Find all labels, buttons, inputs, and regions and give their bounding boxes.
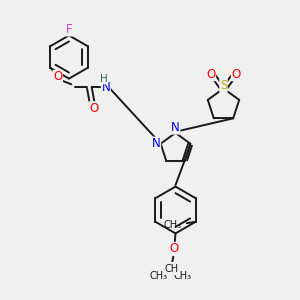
Text: CH₃: CH₃ [174, 271, 192, 281]
Text: N: N [152, 137, 161, 150]
Text: O: O [169, 242, 178, 256]
Text: S: S [220, 79, 227, 92]
Text: CH: CH [164, 263, 179, 274]
Text: CH₃: CH₃ [163, 220, 182, 230]
Text: N: N [101, 81, 110, 94]
Text: CH₃: CH₃ [149, 271, 167, 281]
Text: O: O [232, 68, 241, 81]
Text: O: O [53, 70, 62, 83]
Text: H: H [100, 74, 107, 84]
Text: O: O [206, 68, 215, 81]
Text: N: N [171, 121, 180, 134]
Text: F: F [66, 23, 72, 36]
Text: O: O [89, 102, 98, 115]
